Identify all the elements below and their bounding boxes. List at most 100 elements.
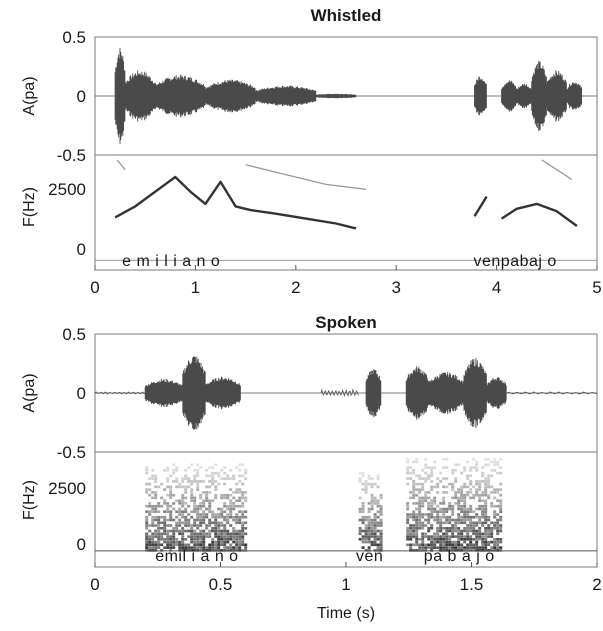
spectrogram-cell xyxy=(445,549,449,552)
spectrogram-cell xyxy=(442,527,446,530)
spectrogram-cell xyxy=(469,474,473,478)
spectrogram-cell xyxy=(415,460,419,464)
chart-title: Spoken xyxy=(315,313,376,332)
spectrogram-cell xyxy=(484,458,488,461)
spectrogram-cell xyxy=(220,469,224,472)
waveform-burst xyxy=(546,70,567,122)
spectrogram-cell xyxy=(499,493,503,497)
spectrogram-cell xyxy=(160,549,164,552)
x-tick-label: 0.5 xyxy=(209,575,233,594)
spectrogram-cell xyxy=(478,488,482,491)
spectrogram-cell xyxy=(463,469,467,472)
spectrogram-cell xyxy=(469,504,473,508)
spectrogram-cell xyxy=(463,518,467,522)
spectrogram-cell xyxy=(214,546,218,549)
spectrogram-cell xyxy=(409,527,413,530)
spectrogram-cell xyxy=(475,488,479,491)
spectrogram-cell xyxy=(373,499,377,502)
spectrogram-cell xyxy=(478,538,482,541)
spectrogram-cell xyxy=(430,469,434,472)
spectrogram-cell xyxy=(361,521,365,525)
spectrogram-cell xyxy=(205,549,209,552)
spectrogram-cell xyxy=(163,527,167,530)
spectrogram-image xyxy=(95,458,597,552)
spectrogram-cell xyxy=(199,504,203,508)
whistled-chart: Whistled A(pa) 0.5 0 -0.5 F(Hz) 2500 0 e… xyxy=(21,6,602,297)
spectrogram-cell xyxy=(412,502,416,505)
spectrogram-cell xyxy=(481,471,485,475)
spectrogram-cell xyxy=(178,518,182,522)
spectrogram-cell xyxy=(367,529,371,533)
x-tick-label: 0 xyxy=(90,278,99,297)
spectrogram-cell xyxy=(478,521,482,525)
waveform-burst xyxy=(315,93,357,99)
spectrogram-cell xyxy=(466,474,470,478)
spectrogram-cell xyxy=(421,521,425,525)
spectrogram-cell xyxy=(475,482,479,486)
spectrogram-cell xyxy=(214,488,218,491)
spectrogram-cell xyxy=(451,482,455,486)
x-tick-label: 1.5 xyxy=(460,575,484,594)
spectrogram-cell xyxy=(232,532,236,536)
spectrogram-cell xyxy=(181,480,185,483)
x-tick-label: 1 xyxy=(341,575,350,594)
spectrogram-cell xyxy=(373,496,377,500)
spectrogram-cell xyxy=(379,529,383,533)
spectrogram-cell xyxy=(472,496,476,500)
spectrogram-cell xyxy=(457,515,461,519)
spectrogram-cell xyxy=(421,549,425,552)
spectrogram-cell xyxy=(373,518,377,522)
spectrogram-cell xyxy=(169,543,173,547)
spectrogram-cell xyxy=(217,527,221,530)
spectrogram-cell xyxy=(463,535,467,538)
spectrogram-cell xyxy=(421,477,425,480)
spectrogram-cell xyxy=(493,458,497,461)
spectrogram-cell xyxy=(358,529,362,533)
spectrogram-cell xyxy=(472,466,476,469)
spectrogram-cell xyxy=(193,524,197,527)
spectrogram-cell xyxy=(166,538,170,541)
spectrogram-cell xyxy=(217,474,221,478)
spectrogram-cell xyxy=(427,504,431,508)
spectrogram-cell xyxy=(412,460,416,464)
spectrogram-cell xyxy=(484,532,488,536)
spectrogram-cell xyxy=(436,518,440,522)
spectrogram-cell xyxy=(166,518,170,522)
spectrogram-cell xyxy=(421,546,425,549)
spectrogram-cell xyxy=(196,488,200,491)
spectrogram-cell xyxy=(166,493,170,497)
spectrogram-cell xyxy=(469,543,473,547)
spectrogram-cell xyxy=(433,543,437,547)
spectrogram-cell xyxy=(229,469,233,472)
spectrogram-cell xyxy=(205,499,209,502)
spectrogram-cell xyxy=(415,527,419,530)
spectrogram-cell xyxy=(217,540,221,544)
spectrogram-cell xyxy=(418,549,422,552)
spectrogram-cell xyxy=(190,499,194,502)
spectrogram-cell xyxy=(175,480,179,483)
spectrogram-cell xyxy=(154,485,158,489)
spectrogram-cell xyxy=(409,543,413,547)
spectrogram-cell xyxy=(379,535,383,538)
spectrogram-cell xyxy=(190,540,194,544)
spectrogram-cell xyxy=(460,546,464,549)
spectrogram-cell xyxy=(199,496,203,500)
spectrogram-cell xyxy=(487,458,491,461)
spectrogram-cell xyxy=(145,471,149,475)
spectrogram-cell xyxy=(487,463,491,467)
spectrogram-cell xyxy=(214,496,218,500)
spectrogram-cell xyxy=(430,466,434,469)
spectrogram-cell xyxy=(451,529,455,533)
spectrogram-cell xyxy=(367,538,371,541)
segment-label: ven xyxy=(356,548,383,565)
spectrogram-cell xyxy=(199,532,203,536)
spectrogram-cell xyxy=(196,518,200,522)
spectrogram-cell xyxy=(370,527,374,530)
spectrogram-cell xyxy=(193,510,197,513)
spectrogram-cell xyxy=(193,521,197,525)
pitch-axes xyxy=(94,154,598,271)
spectrogram-cell xyxy=(433,535,437,538)
spectrogram-cell xyxy=(469,521,473,525)
y-axis-label: A(pa) xyxy=(21,373,38,412)
spectrogram-cell xyxy=(196,510,200,513)
